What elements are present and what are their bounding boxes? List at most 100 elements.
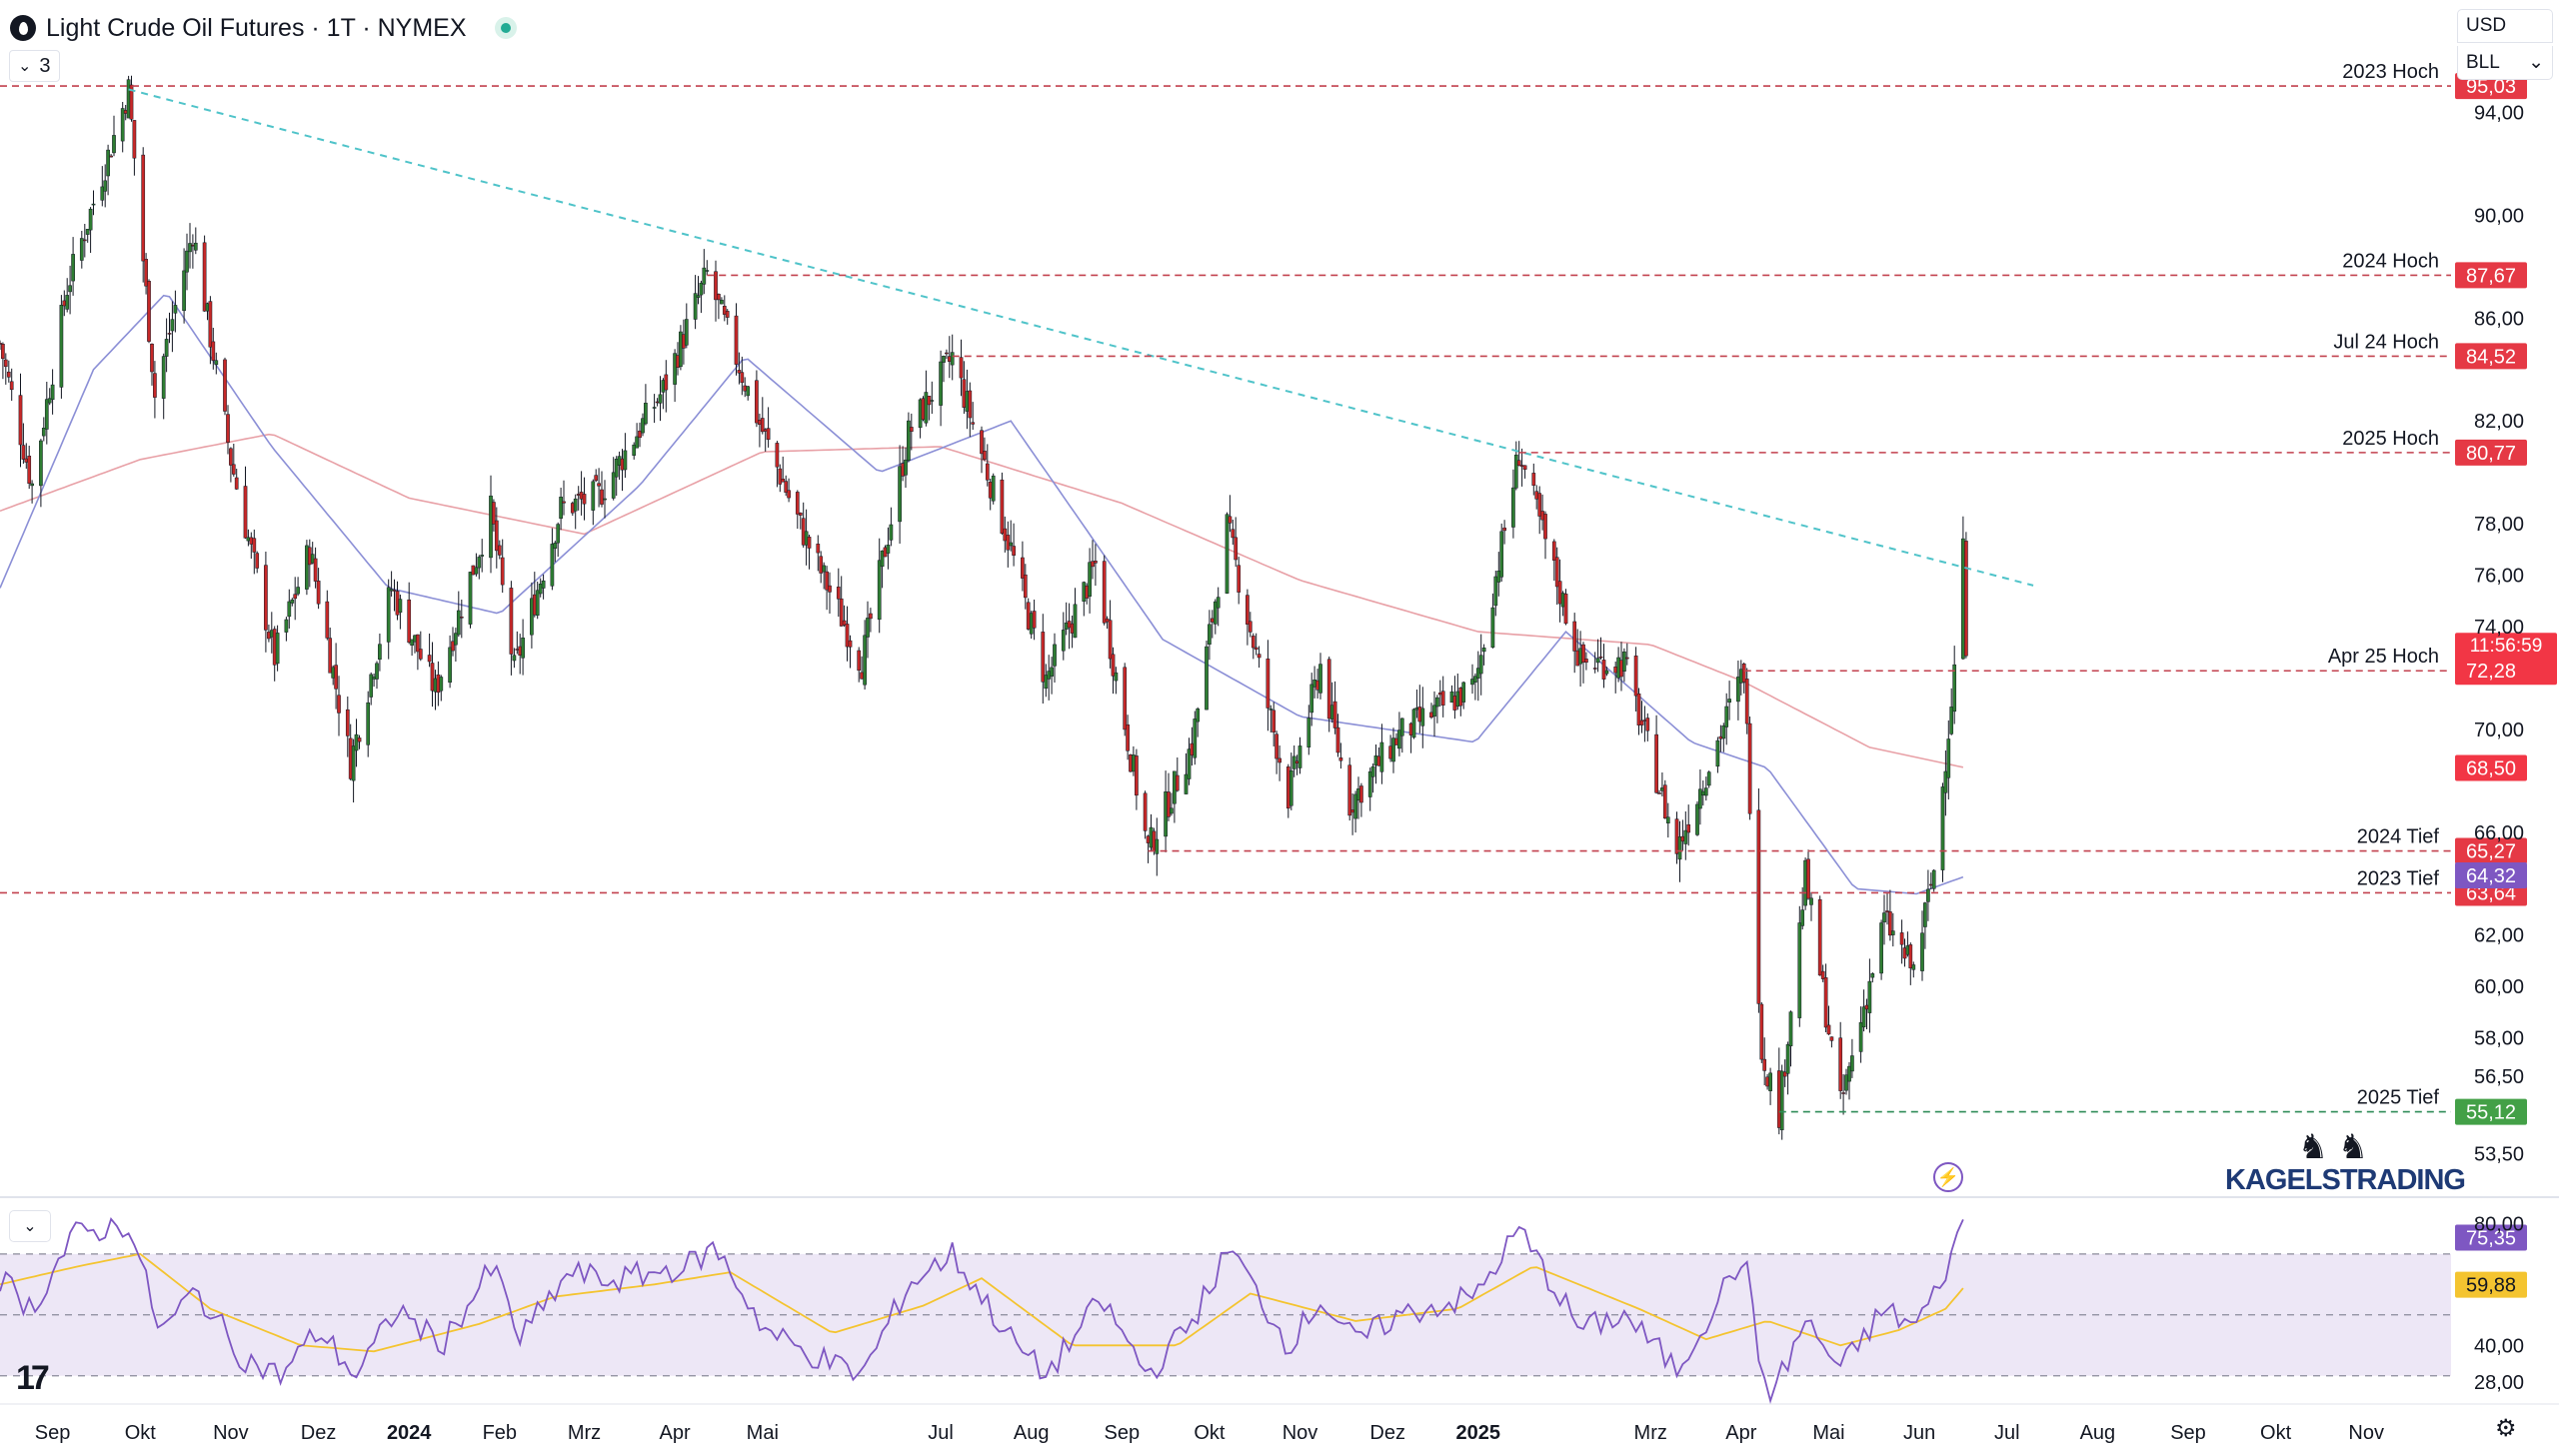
candle-body[interactable]: [103, 180, 108, 192]
candle-body[interactable]: [68, 285, 72, 293]
candle-body[interactable]: [909, 427, 914, 432]
candle-body[interactable]: [1478, 655, 1483, 675]
candle-body[interactable]: [714, 271, 718, 301]
candle-body[interactable]: [1094, 561, 1098, 564]
candle-body[interactable]: [985, 463, 990, 481]
candle-body[interactable]: [1636, 693, 1641, 726]
candle-body[interactable]: [1003, 528, 1008, 542]
candle-body[interactable]: [591, 481, 596, 511]
candle-body[interactable]: [1885, 910, 1889, 912]
candle-body[interactable]: [1155, 838, 1160, 854]
candle-body[interactable]: [988, 482, 993, 499]
candle-body[interactable]: [705, 270, 710, 272]
candle-body[interactable]: [1318, 664, 1322, 694]
candle-body[interactable]: [632, 444, 637, 456]
candle-body[interactable]: [170, 319, 175, 332]
candle-body[interactable]: [1756, 809, 1761, 1004]
candle-body[interactable]: [1091, 561, 1095, 568]
candle-body[interactable]: [1765, 1076, 1769, 1087]
candle-body[interactable]: [182, 270, 186, 312]
candle-body[interactable]: [1700, 790, 1705, 795]
candle-body[interactable]: [106, 149, 110, 177]
candle-body[interactable]: [1088, 562, 1092, 597]
candle-body[interactable]: [1943, 770, 1948, 793]
candle-body[interactable]: [1964, 541, 1968, 657]
candle-body[interactable]: [132, 120, 137, 159]
candle-body[interactable]: [1809, 897, 1813, 905]
candle-body[interactable]: [293, 594, 298, 600]
candle-body[interactable]: [1440, 691, 1445, 706]
candle-body[interactable]: [153, 373, 157, 398]
candle-body[interactable]: [699, 282, 704, 296]
candle-body[interactable]: [386, 587, 391, 643]
candle-body[interactable]: [1847, 1065, 1851, 1082]
candle-body[interactable]: [1000, 479, 1005, 534]
candle-body[interactable]: [848, 640, 853, 648]
candle-body[interactable]: [889, 524, 894, 541]
candle-body[interactable]: [1741, 664, 1746, 683]
candle-body[interactable]: [1350, 809, 1354, 813]
candle-body[interactable]: [71, 254, 75, 282]
candle-body[interactable]: [673, 353, 677, 385]
candle-body[interactable]: [287, 601, 292, 618]
candle-body[interactable]: [480, 555, 485, 557]
candle-body[interactable]: [284, 619, 289, 633]
candle-body[interactable]: [3, 359, 8, 368]
candle-body[interactable]: [231, 464, 236, 475]
candle-body[interactable]: [290, 599, 295, 604]
candle-body[interactable]: [243, 486, 248, 539]
candle-body[interactable]: [489, 495, 493, 559]
candle-body[interactable]: [722, 306, 727, 315]
candle-body[interactable]: [1744, 679, 1749, 725]
candle-body[interactable]: [468, 572, 473, 625]
candle-body[interactable]: [334, 665, 338, 690]
candle-body[interactable]: [1511, 487, 1515, 528]
candle-body[interactable]: [825, 571, 829, 591]
candle-body[interactable]: [144, 259, 148, 287]
candle-body[interactable]: [47, 398, 52, 404]
candle-body[interactable]: [1800, 909, 1805, 926]
candle-body[interactable]: [512, 655, 517, 662]
candle-body[interactable]: [264, 565, 268, 631]
candle-body[interactable]: [737, 370, 742, 374]
candle-body[interactable]: [1237, 565, 1242, 593]
candle-body[interactable]: [357, 737, 362, 742]
candle-body[interactable]: [1841, 1092, 1845, 1094]
candle-body[interactable]: [603, 498, 607, 501]
candle-body[interactable]: [1844, 1074, 1848, 1091]
candle-body[interactable]: [1601, 660, 1606, 680]
candle-body[interactable]: [1135, 755, 1139, 796]
candle-body[interactable]: [1867, 980, 1872, 1013]
candle-body[interactable]: [1499, 531, 1504, 578]
candle-body[interactable]: [839, 598, 844, 627]
candle-body[interactable]: [456, 610, 461, 636]
chart-header[interactable]: Light Crude Oil Futures · 1T · NYMEX: [10, 8, 517, 48]
candle-body[interactable]: [1193, 719, 1198, 758]
candle-body[interactable]: [398, 599, 403, 614]
candle-body[interactable]: [725, 311, 730, 318]
currency-select[interactable]: USD: [2457, 9, 2553, 43]
candle-body[interactable]: [866, 618, 870, 638]
candle-body[interactable]: [1429, 712, 1433, 719]
candle-body[interactable]: [41, 428, 46, 437]
candle-body[interactable]: [1683, 829, 1688, 844]
candle-body[interactable]: [1359, 785, 1363, 803]
candle-body[interactable]: [664, 374, 669, 391]
candle-body[interactable]: [1391, 737, 1395, 762]
candle-body[interactable]: [1432, 705, 1436, 718]
candle-body[interactable]: [1899, 932, 1904, 945]
candle-body[interactable]: [641, 418, 645, 434]
candle-body[interactable]: [1823, 977, 1828, 1028]
candle-body[interactable]: [416, 634, 420, 653]
candle-body[interactable]: [1481, 648, 1486, 653]
candle-body[interactable]: [1584, 659, 1588, 664]
candle-body[interactable]: [1335, 727, 1340, 753]
candle-body[interactable]: [1108, 620, 1113, 660]
candle-body[interactable]: [1205, 646, 1209, 711]
candle-body[interactable]: [1736, 677, 1740, 703]
candle-body[interactable]: [1170, 807, 1174, 814]
candle-body[interactable]: [1768, 1072, 1772, 1091]
candle-body[interactable]: [1367, 770, 1372, 797]
candle-body[interactable]: [82, 239, 87, 242]
candle-body[interactable]: [1622, 651, 1626, 672]
